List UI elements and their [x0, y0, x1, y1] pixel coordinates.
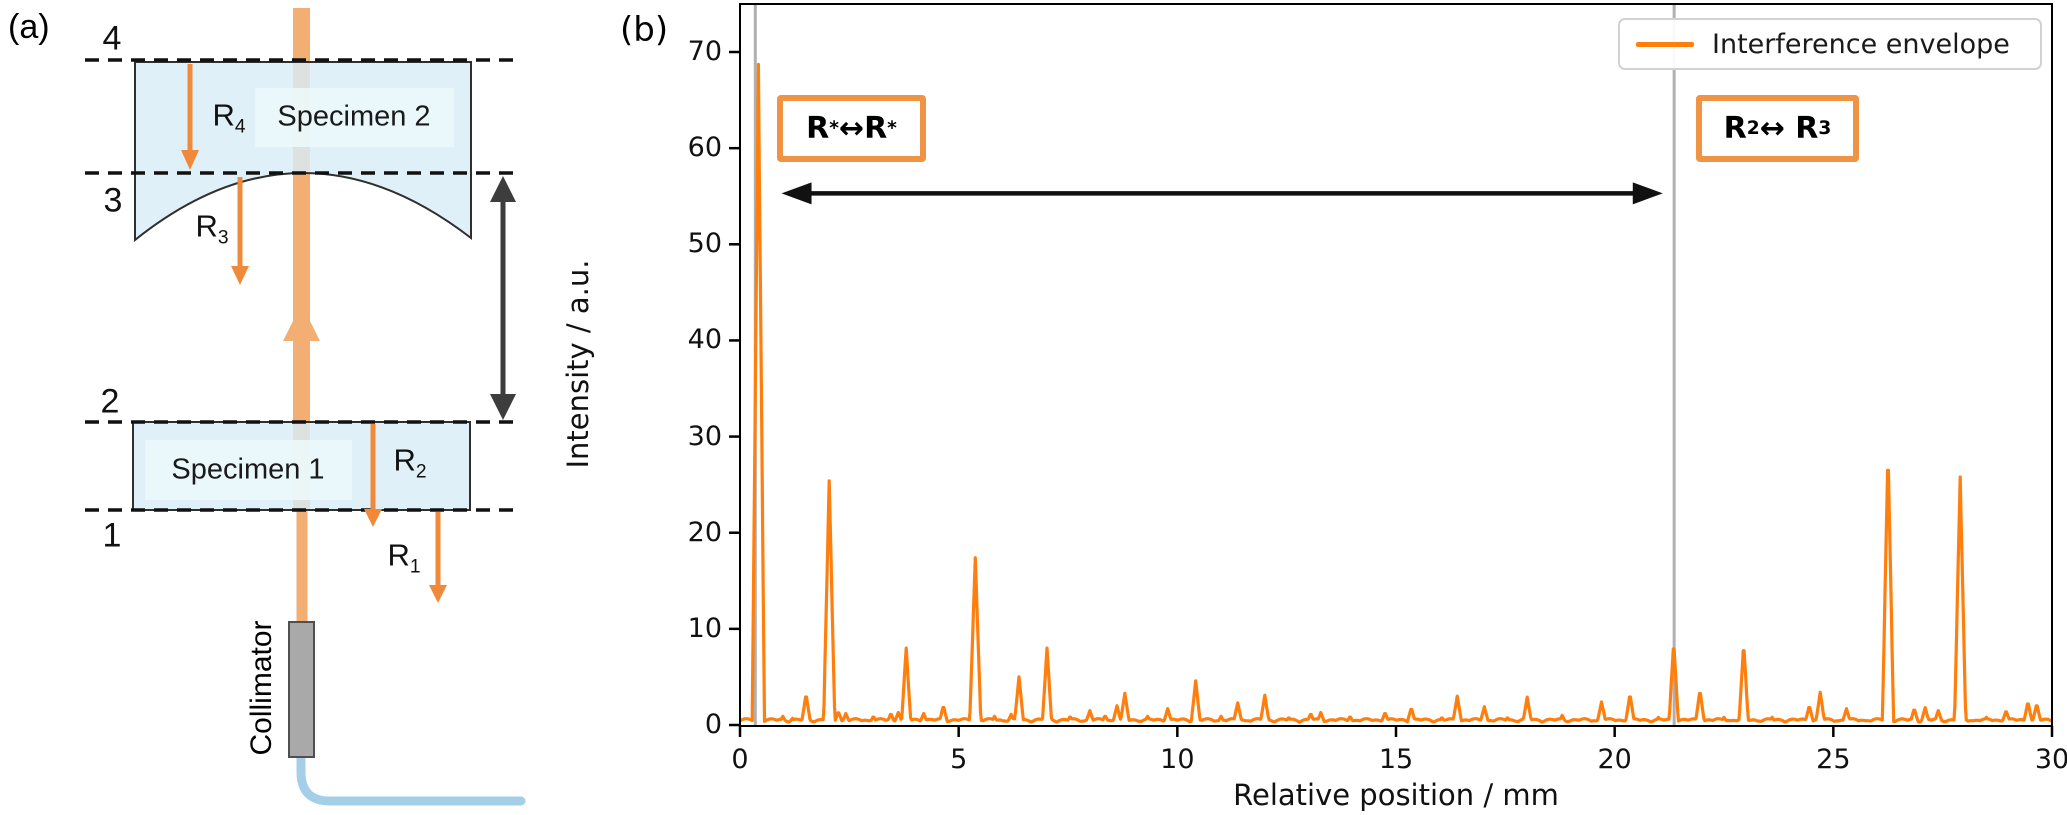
surface-number-1: 1 — [102, 516, 122, 555]
y-tick-label: 60 — [687, 132, 722, 164]
light-beam-lower — [296, 510, 308, 622]
r3-label: R3 — [195, 208, 229, 249]
legend-line-sample-icon — [1636, 41, 1694, 47]
legend: Interference envelope — [1618, 18, 2042, 70]
x-axis-label: Relative position / mm — [1233, 778, 1559, 812]
r1-label: R1 — [387, 537, 421, 578]
x-tick-label: 0 — [731, 744, 749, 775]
surface-number-2: 2 — [100, 382, 120, 421]
specimen1-label-box — [145, 440, 352, 500]
legend-entry-label: Interference envelope — [1712, 28, 2010, 60]
x-tick-label: 15 — [1378, 744, 1414, 775]
span-arrow-right-head-icon — [1632, 182, 1663, 205]
collimator-body — [288, 621, 315, 758]
x-tick-label: 20 — [1597, 744, 1632, 775]
panel-a-label: (a) — [8, 8, 50, 46]
x-tick-label: 25 — [1816, 744, 1851, 775]
setup-diagram — [85, 8, 526, 806]
y-axis-label: Intensity / a.u. — [561, 259, 595, 469]
r4-arrow-icon — [181, 64, 199, 170]
fiber-cable — [296, 752, 526, 806]
y-tick-label: 40 — [687, 324, 722, 356]
annotation-r-star-r-star: R * ↔ R * — [777, 95, 926, 162]
surface-number-4: 4 — [102, 19, 122, 58]
interference-envelope-curve — [740, 62, 2052, 724]
r4-label: R4 — [212, 97, 246, 138]
y-tick-label: 70 — [687, 36, 722, 68]
y-tick-label: 50 — [687, 228, 722, 260]
span-arrow-left-head-icon — [781, 182, 812, 205]
x-tick-label: 5 — [950, 744, 968, 775]
r3-arrow-icon — [231, 177, 249, 285]
r2-label: R2 — [393, 442, 427, 483]
y-tick-label: 20 — [687, 516, 722, 548]
panel-b-label: (b) — [620, 10, 669, 50]
beam-arrowhead-up-icon — [283, 304, 320, 341]
y-tick-label: 30 — [687, 420, 722, 452]
x-tick-label: 30 — [2034, 744, 2067, 775]
r2-arrow-icon — [364, 424, 382, 527]
surface-number-3: 3 — [103, 181, 123, 220]
y-tick-label: 10 — [687, 612, 722, 644]
cavity-range-arrow-icon — [490, 176, 516, 420]
r1-arrow-icon — [429, 512, 447, 603]
specimen1-label: Specimen 1 — [171, 453, 325, 486]
x-tick-label: 10 — [1160, 744, 1195, 775]
y-tick-label: 0 — [704, 709, 722, 740]
specimen2-label-box — [255, 88, 454, 147]
specimen2-label: Specimen 2 — [277, 100, 431, 133]
